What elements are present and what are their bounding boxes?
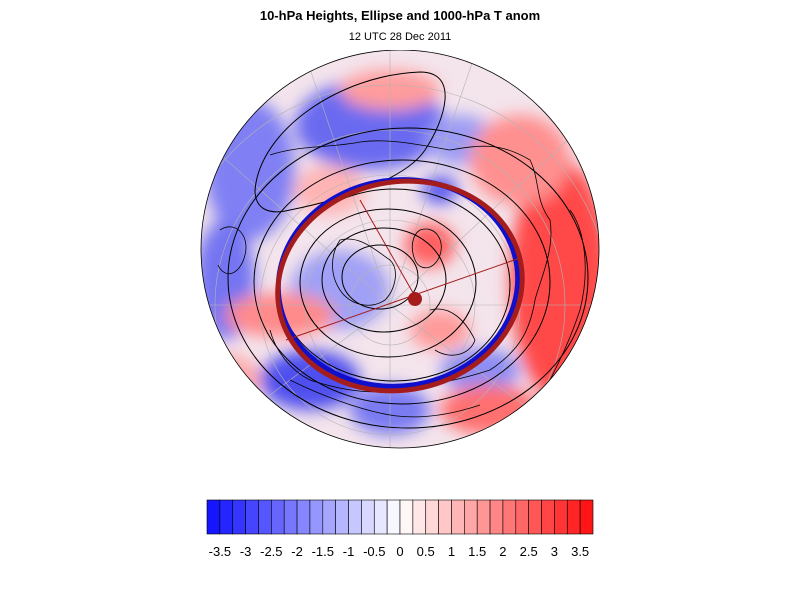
colorbar-tick-label: -1 [342, 544, 355, 559]
coastlines [217, 140, 586, 418]
colorbar-tick-label: 1 [447, 544, 456, 559]
colorbar-swatch [399, 499, 414, 535]
vortex-ellipse-red [275, 178, 525, 394]
globe-outline [200, 50, 600, 449]
colorbar-tick-label: 0 [396, 544, 404, 559]
colorbar-swatch [425, 499, 439, 535]
colorbar-swatch [373, 499, 388, 535]
colorbar-swatch [502, 499, 517, 535]
colorbar-swatch [541, 499, 555, 535]
colorbar-swatch [258, 499, 272, 535]
colorbar-swatch [528, 499, 542, 535]
colorbar-swatch [361, 499, 375, 535]
colorbar-tick-label: 3 [550, 544, 559, 559]
colorbar-tick-label: 1.5 [468, 544, 487, 559]
colorbar-tick-label: 2 [499, 544, 507, 559]
colorbar [206, 499, 594, 535]
colorbar-swatch [489, 499, 504, 535]
colorbar-swatch [554, 499, 568, 535]
colorbar-swatch [515, 499, 529, 535]
colorbar-swatch [476, 499, 491, 535]
colorbar-tick-label: -2.5 [260, 544, 283, 559]
colorbar-swatch [335, 499, 349, 535]
colorbar-swatch [566, 499, 581, 535]
ellipse-center-marker [408, 292, 422, 306]
colorbar-tick-label: -3.5 [208, 544, 232, 559]
colorbar-swatch [283, 499, 298, 535]
colorbar-swatch [322, 499, 336, 535]
colorbar-tick-label: 2.5 [519, 544, 538, 559]
colorbar-tick-label: -0.5 [363, 544, 386, 559]
colorbar-swatch [438, 499, 452, 535]
colorbar-swatch [464, 499, 478, 535]
colorbar-swatch [296, 499, 311, 535]
polar-map [200, 50, 600, 449]
colorbar-swatch [245, 499, 259, 535]
colorbar-swatch [271, 499, 285, 535]
colorbar-swatch [579, 499, 594, 535]
colorbar-swatch [309, 499, 324, 535]
colorbar-tick-label: -3 [239, 544, 252, 559]
map-subtitle: 12 UTC 28 Dec 2011 [348, 31, 452, 43]
colorbar-tick-label: -1.5 [311, 544, 334, 559]
height-contours [227, 71, 589, 429]
map-title: 10-hPa Heights, Ellipse and 1000-hPa T a… [259, 8, 541, 23]
colorbar-swatch [451, 499, 465, 535]
colorbar-swatch [206, 499, 221, 535]
colorbar-tick-label: 0.5 [416, 544, 435, 559]
colorbar-swatch [348, 499, 362, 535]
colorbar-tick-label: -2 [291, 544, 303, 559]
colorbar-swatch [386, 499, 401, 535]
ellipse-axes [285, 199, 521, 341]
colorbar-tick-label: 3.5 [571, 544, 590, 559]
colorbar-swatch [232, 499, 246, 535]
colorbar-swatch [219, 499, 234, 535]
colorbar-swatch [412, 499, 427, 535]
